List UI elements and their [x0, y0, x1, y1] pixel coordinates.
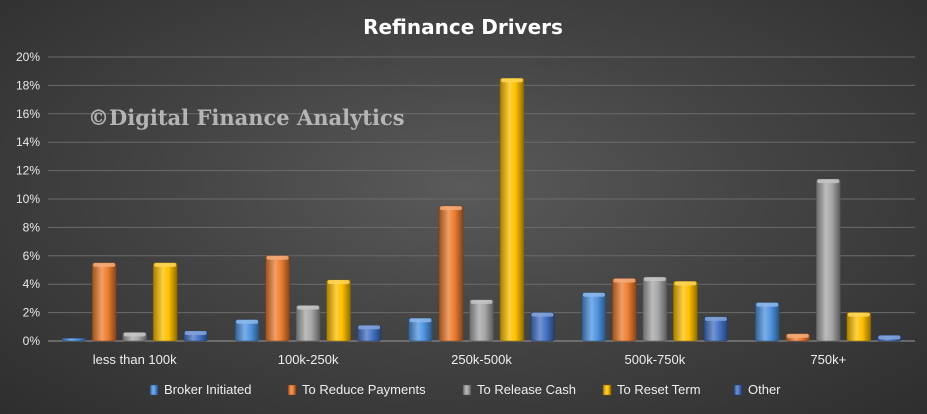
x-tick-label: 750k+: [810, 352, 846, 367]
legend-swatch-icon: [462, 384, 472, 396]
bar-to-reset-term: [673, 281, 698, 342]
legend-label: Other: [748, 382, 781, 397]
bar-cap: [878, 335, 901, 340]
bar-cap: [297, 305, 320, 310]
bar-to-reset-term: [846, 312, 872, 342]
y-tick-label: 16%: [16, 107, 40, 121]
bar-other: [530, 312, 555, 342]
y-tick-label: 4%: [23, 277, 41, 291]
bar-cap: [501, 78, 523, 83]
bar-cap: [582, 292, 605, 297]
bar-cap: [674, 281, 697, 286]
legend-swatch-icon: [149, 384, 159, 396]
x-axis-tick-labels: less than 100k 100k-250k 250k-500k 500k-750…: [93, 352, 846, 367]
bar-broker-initiated: [581, 292, 607, 342]
bar-to-release-cash: [469, 299, 494, 342]
bar-cap: [93, 262, 116, 267]
bar-to-reduce-payments: [612, 278, 637, 342]
bar-cap: [613, 278, 636, 283]
legend-swatch-icon: [602, 384, 612, 396]
legend-label: To Reset Term: [617, 382, 701, 397]
bar-cap: [266, 255, 289, 260]
bar-to-reduce-payments: [265, 255, 290, 342]
bar-broker-initiated: [754, 302, 780, 342]
y-tick-label: 0%: [23, 334, 41, 348]
bar-cap: [327, 279, 350, 284]
bar-to-reduce-payments: [438, 205, 464, 342]
y-tick-label: 14%: [16, 135, 40, 149]
bar-cap: [123, 332, 146, 337]
x-tick-label: 250k-500k: [451, 352, 512, 367]
legend-label: Broker Initiated: [164, 382, 251, 397]
bar-cap: [440, 206, 462, 211]
chart-title: Refinance Drivers: [363, 15, 563, 39]
y-tick-label: 18%: [16, 78, 40, 92]
bar-cap: [786, 333, 809, 338]
y-tick-label: 8%: [23, 220, 41, 234]
y-axis-tick-labels: 0% 2% 4% 6% 8% 10% 12% 14% 16% 18% 20%: [16, 50, 40, 348]
bar-to-reset-term: [326, 279, 351, 342]
y-tick-label: 20%: [16, 50, 40, 64]
bar-to-release-cash: [815, 178, 841, 342]
gridlines: [48, 56, 915, 342]
bar-cap: [184, 331, 207, 336]
legend-label: To Release Cash: [477, 382, 576, 397]
bar-to-release-cash: [642, 276, 668, 342]
x-tick-label: 500k-750k: [625, 352, 686, 367]
y-tick-label: 12%: [16, 164, 40, 178]
bar-cap: [409, 318, 432, 323]
bar-to-release-cash: [295, 305, 321, 342]
legend-swatch-icon: [733, 384, 743, 396]
bar-to-reset-term: [499, 78, 525, 342]
legend-swatch-icon: [287, 384, 297, 396]
bar-cap: [531, 312, 554, 317]
bar-to-reset-term: [152, 262, 178, 342]
bar-cap: [704, 316, 727, 321]
y-tick-label: 10%: [16, 192, 40, 206]
bar-to-reduce-payments: [91, 262, 117, 342]
x-tick-label: less than 100k: [93, 352, 177, 367]
legend: Broker Initiated To Reduce Payments To Rel…: [149, 382, 781, 397]
bars: [61, 78, 902, 342]
watermark-text: ©Digital Finance Analytics: [88, 105, 405, 130]
bar-cap: [358, 325, 381, 330]
legend-label: To Reduce Payments: [302, 382, 426, 397]
y-tick-label: 6%: [23, 249, 41, 263]
bar-cap: [817, 179, 840, 184]
bar-cap: [236, 319, 259, 324]
bar-broker-initiated: [61, 337, 87, 342]
bar-cap: [643, 277, 666, 282]
bar-cap: [847, 312, 870, 317]
x-tick-label: 100k-250k: [278, 352, 339, 367]
bar-cap: [756, 302, 779, 307]
bar-cap: [470, 299, 493, 304]
bar-cap: [154, 262, 177, 267]
y-tick-label: 2%: [23, 306, 41, 320]
